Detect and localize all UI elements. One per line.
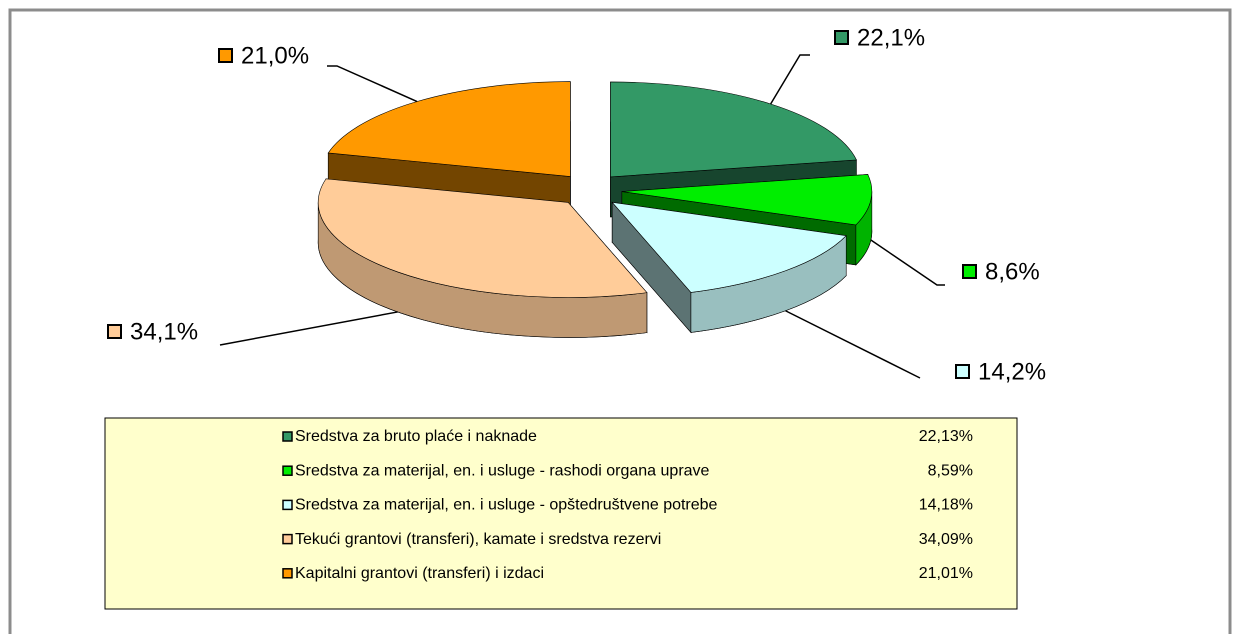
value-label: 34,1% xyxy=(130,318,198,345)
slice xyxy=(621,174,873,226)
legend-label: Tekući grantovi (transferi), kamate i sr… xyxy=(295,531,661,548)
legend-box xyxy=(104,417,1018,610)
leader-line xyxy=(769,54,810,105)
legend-value: 21,01% xyxy=(919,565,973,582)
value-label: 14,2% xyxy=(978,358,1046,385)
legend-marker xyxy=(282,431,293,442)
slice xyxy=(317,178,648,298)
leader-line xyxy=(219,311,398,346)
leader-line xyxy=(870,239,945,286)
label-marker xyxy=(962,264,977,279)
legend-label: Sredstva za materijal, en. i usluge - ra… xyxy=(295,462,710,479)
leader-line xyxy=(327,65,418,103)
slice xyxy=(610,81,857,178)
label-marker xyxy=(218,48,233,63)
slice xyxy=(611,201,847,293)
legend-value: 8,59% xyxy=(928,462,973,479)
legend-label: Kapitalni grantovi (transferi) i izdaci xyxy=(295,565,544,582)
label-marker xyxy=(955,364,970,379)
legend-marker xyxy=(282,499,293,511)
legend-value: 14,18% xyxy=(919,497,973,514)
legend-label: Sredstva za materijal, en. i usluge - op… xyxy=(295,497,718,514)
legend-marker xyxy=(282,465,293,476)
value-label: 22,1% xyxy=(857,24,925,51)
legend-label: Sredstva za bruto plaće i naknade xyxy=(295,428,537,445)
legend-marker xyxy=(282,533,293,545)
value-label: 8,6% xyxy=(985,258,1040,285)
label-marker xyxy=(107,324,122,339)
legend-value: 34,09% xyxy=(919,531,973,548)
leader-line xyxy=(785,310,921,379)
value-label: 21,0% xyxy=(241,42,309,69)
label-marker xyxy=(834,30,849,45)
legend-marker xyxy=(282,568,293,579)
legend-value: 22,13% xyxy=(919,428,973,445)
